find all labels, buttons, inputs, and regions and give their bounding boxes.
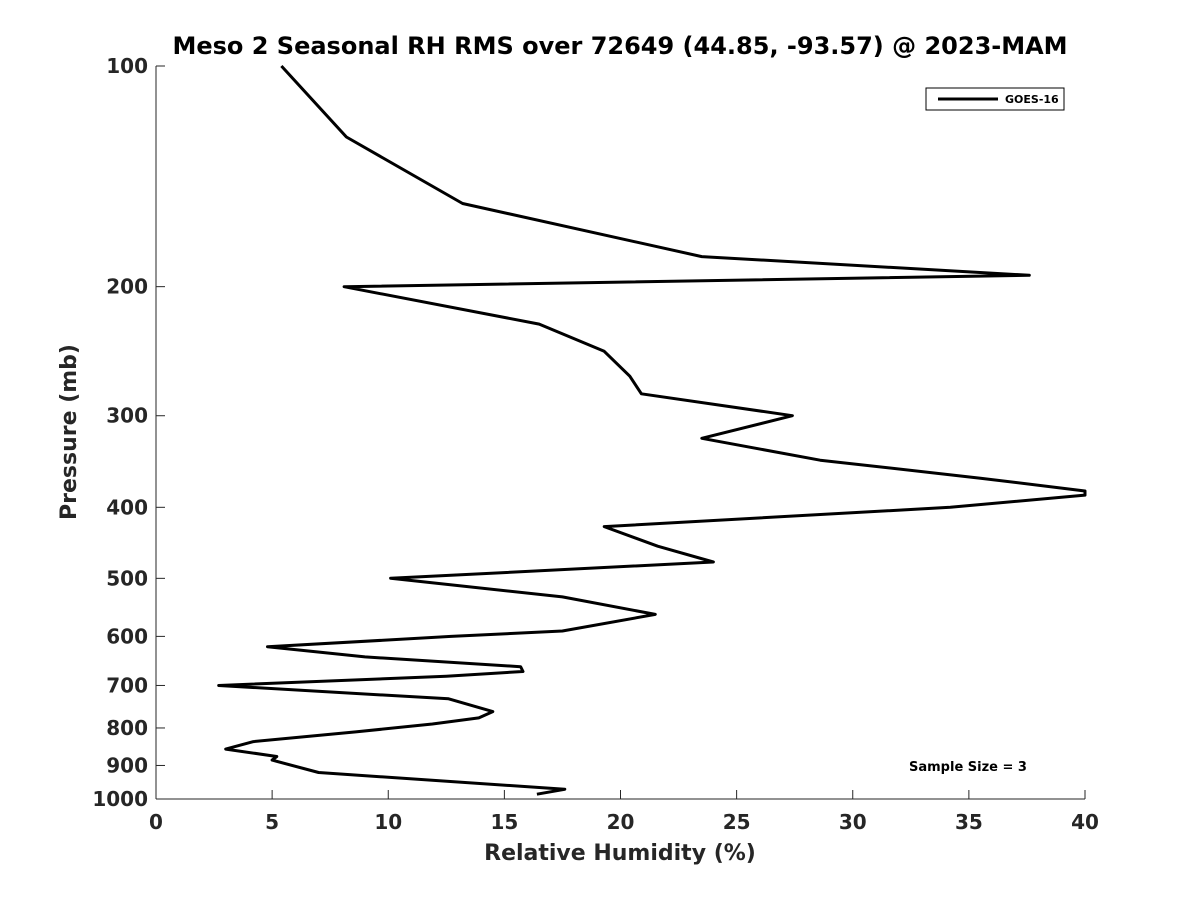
sample-size-annotation: Sample Size = 3 bbox=[909, 760, 1027, 775]
x-axis-label: Relative Humidity (%) bbox=[484, 841, 756, 866]
x-tick-label: 10 bbox=[374, 810, 402, 834]
y-tick-label: 200 bbox=[106, 275, 148, 299]
series-line-0 bbox=[217, 64, 1087, 796]
series-layer bbox=[217, 64, 1087, 796]
legend-label: GOES-16 bbox=[1005, 93, 1059, 106]
y-tick-label: 600 bbox=[106, 624, 148, 648]
y-tick-label: 400 bbox=[106, 495, 148, 519]
x-tick-label: 25 bbox=[723, 810, 751, 834]
x-tick-label: 35 bbox=[955, 810, 983, 834]
y-tick-label: 100 bbox=[106, 54, 148, 78]
y-axis-label: Pressure (mb) bbox=[57, 344, 82, 520]
chart-title: Meso 2 Seasonal RH RMS over 72649 (44.85… bbox=[172, 32, 1067, 60]
legend: GOES-16 bbox=[925, 87, 1065, 111]
x-tick-label: 20 bbox=[607, 810, 635, 834]
y-tick-label: 700 bbox=[106, 673, 148, 697]
y-tick-label: 500 bbox=[106, 566, 148, 590]
y-tick-label: 800 bbox=[106, 716, 148, 740]
x-tick-label: 15 bbox=[490, 810, 518, 834]
x-tick-label: 40 bbox=[1071, 810, 1099, 834]
y-tick-label: 900 bbox=[106, 753, 148, 777]
x-tick-label: 5 bbox=[265, 810, 279, 834]
x-tick-label: 0 bbox=[149, 810, 163, 834]
axis-ticks: 0 5 10 15 20 25 30 35 40 100 200 300 400 500 600 700 800… bbox=[92, 54, 1099, 834]
y-tick-label: 300 bbox=[106, 404, 148, 428]
y-tick-label: 1000 bbox=[92, 787, 148, 811]
x-tick-label: 30 bbox=[839, 810, 867, 834]
